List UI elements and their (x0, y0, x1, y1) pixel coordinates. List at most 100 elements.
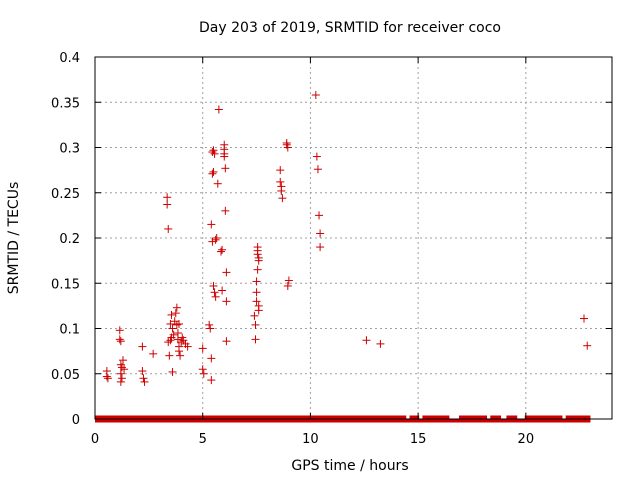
data-point (175, 319, 184, 328)
data-point (115, 326, 124, 335)
data-point (207, 376, 216, 385)
data-point (166, 319, 175, 328)
data-point (222, 268, 231, 277)
data-point (198, 365, 207, 374)
data-point (170, 317, 179, 326)
data-point (165, 351, 174, 360)
data-point (210, 149, 219, 158)
data-point (120, 365, 129, 374)
x-tick-label: 5 (199, 432, 207, 447)
data-point (217, 247, 226, 256)
data-point (221, 164, 230, 173)
data-point (283, 143, 292, 152)
data-point (198, 344, 207, 353)
y-tick-label: 0 (72, 413, 80, 428)
data-point (177, 338, 186, 347)
y-tick-label: 0.4 (59, 51, 80, 66)
data-point (313, 165, 322, 174)
data-point (176, 351, 185, 360)
data-point (276, 177, 285, 186)
data-point (164, 338, 173, 347)
data-point (163, 193, 172, 202)
data-point (103, 374, 112, 383)
data-point (172, 320, 181, 329)
data-point (116, 377, 125, 386)
data-point (253, 250, 262, 259)
data-point (212, 234, 221, 242)
data-point (311, 91, 320, 100)
data-point (362, 336, 371, 345)
x-tick-label: 15 (410, 432, 427, 447)
data-point (168, 324, 177, 333)
data-point (208, 148, 217, 157)
data-point (252, 277, 261, 286)
data-point (218, 245, 227, 254)
data-point (168, 367, 177, 376)
y-tick-label: 0.1 (59, 323, 80, 338)
data-point (316, 229, 325, 238)
plot-frame (94, 56, 613, 420)
zero-band-gap (419, 414, 423, 419)
y-tick-label: 0.05 (51, 368, 80, 383)
data-point (222, 297, 231, 306)
data-point (579, 314, 588, 323)
data-points (102, 91, 592, 386)
data-point (583, 341, 592, 350)
y-tick-label: 0.3 (59, 142, 80, 157)
data-point (116, 337, 125, 346)
data-point (102, 372, 111, 381)
data-point (208, 169, 217, 178)
data-point (253, 265, 262, 274)
data-point (209, 281, 218, 290)
data-point (205, 320, 214, 329)
zero-band-gap (562, 414, 566, 419)
data-point (207, 354, 216, 363)
y-axis-label: SRMTID / TECUs (6, 182, 22, 295)
y-tick-label: 0.25 (51, 187, 80, 202)
tick-marks (94, 56, 612, 420)
data-point (250, 311, 259, 320)
data-point (117, 374, 126, 383)
data-point (139, 374, 148, 383)
data-point (210, 288, 219, 297)
data-point (138, 342, 147, 351)
x-tick-label: 10 (302, 432, 319, 447)
data-point (211, 292, 220, 301)
y-tick-label: 0.2 (59, 232, 80, 247)
data-point (213, 179, 222, 188)
data-point (214, 105, 223, 114)
data-point (218, 286, 227, 295)
data-point (207, 220, 216, 229)
zero-band-gap (406, 414, 410, 419)
data-point (206, 324, 215, 333)
data-point (116, 369, 125, 378)
data-point (376, 339, 385, 348)
data-point (315, 211, 324, 220)
data-point (140, 377, 149, 386)
y-tick-label: 0.15 (51, 277, 80, 292)
data-point (251, 320, 260, 329)
zero-band-gap (449, 414, 460, 419)
zero-band (95, 414, 591, 423)
data-point (221, 206, 230, 215)
data-point (251, 335, 260, 344)
data-point (284, 276, 293, 285)
data-point (163, 200, 172, 209)
data-point (175, 347, 184, 356)
data-point (208, 237, 217, 246)
data-point (117, 363, 126, 372)
data-point (183, 342, 192, 351)
x-tick-label: 20 (518, 432, 535, 447)
data-point (254, 306, 263, 315)
data-point (220, 152, 229, 161)
zero-band-gap (517, 414, 525, 419)
x-axis-label: GPS time / hours (291, 458, 408, 474)
zero-band-gap (487, 414, 491, 419)
data-point (167, 310, 176, 319)
chart-title: Day 203 of 2019, SRMTID for receiver coc… (199, 20, 501, 36)
x-tick-label: 0 (91, 432, 99, 447)
data-point (115, 335, 124, 344)
data-point (164, 224, 173, 233)
data-point (211, 235, 220, 244)
